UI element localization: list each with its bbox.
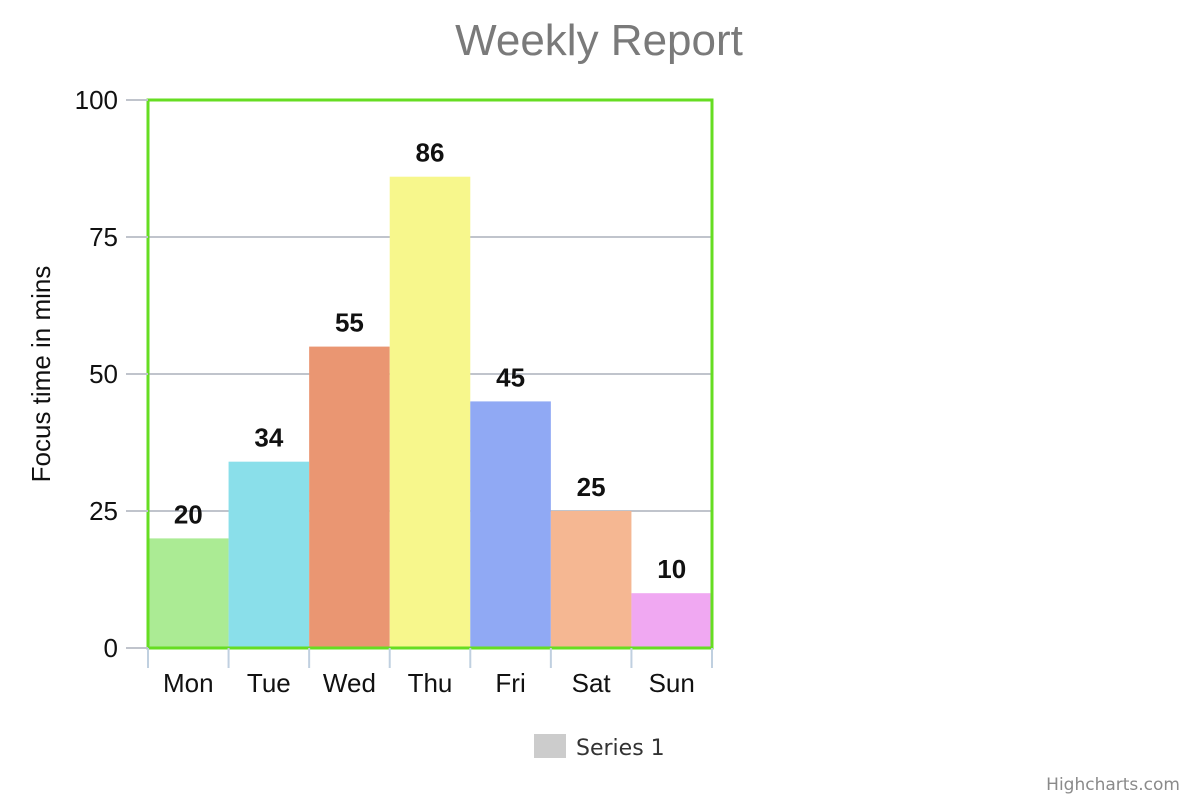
bar-sat[interactable] [550, 511, 632, 648]
y-tick-label: 75 [89, 222, 118, 252]
y-tick-label: 50 [89, 359, 118, 389]
x-tick-label: Mon [163, 668, 214, 698]
bar-sun[interactable] [631, 593, 712, 648]
data-label: 25 [577, 472, 606, 502]
bar-wed[interactable] [309, 346, 390, 648]
x-tick-label: Sun [649, 668, 695, 698]
bar-thu[interactable] [389, 176, 471, 648]
bars [148, 176, 712, 648]
legend-swatch [534, 734, 566, 758]
y-axis-title: Focus time in mins [26, 266, 56, 483]
bar-tue[interactable] [228, 461, 310, 648]
y-tick-label: 25 [89, 496, 118, 526]
legend[interactable]: Series 1 [534, 734, 665, 761]
data-label: 55 [335, 308, 364, 338]
data-label: 86 [416, 138, 445, 168]
x-tick-label: Tue [247, 668, 291, 698]
legend-label: Series 1 [576, 736, 665, 761]
bar-fri[interactable] [470, 401, 551, 648]
x-tick-label: Wed [323, 668, 376, 698]
x-tick-label: Thu [408, 668, 453, 698]
data-labels: 20 34 55 86 45 25 10 [174, 138, 686, 584]
x-tick-label: Sat [572, 668, 612, 698]
data-label: 45 [496, 362, 525, 392]
data-label: 10 [657, 554, 686, 584]
bar-mon[interactable] [148, 538, 229, 648]
chart-title: Weekly Report [455, 16, 743, 65]
credit-link[interactable]: Highcharts.com [1046, 775, 1180, 795]
data-label: 20 [174, 499, 203, 529]
x-axis: Mon Tue Wed Thu Fri Sat Sun [147, 648, 713, 698]
y-tick-label: 100 [75, 85, 118, 115]
y-tick-label: 0 [104, 633, 118, 663]
data-label: 34 [254, 423, 283, 453]
x-tick-label: Fri [495, 668, 525, 698]
y-axis: 0 25 50 75 100 [75, 85, 148, 663]
